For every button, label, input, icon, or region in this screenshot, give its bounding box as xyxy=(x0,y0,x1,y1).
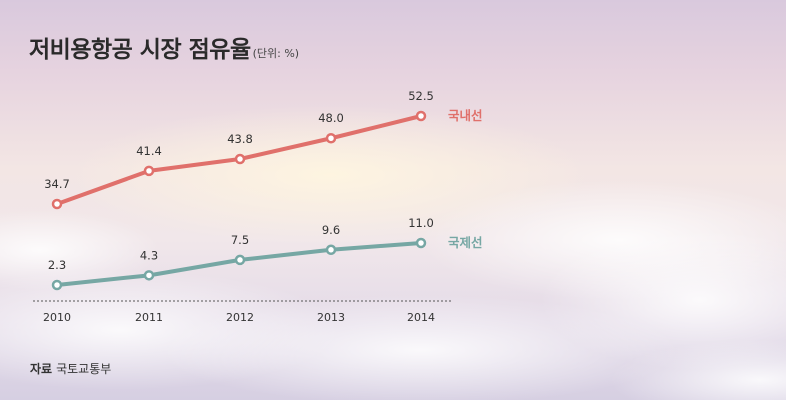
data-label: 9.6 xyxy=(322,223,340,237)
chart-title: 저비용항공 시장 점유율 xyxy=(29,37,251,63)
data-label: 2.3 xyxy=(48,258,66,272)
x-tick-label: 2010 xyxy=(43,311,71,324)
data-point xyxy=(51,198,63,210)
data-point xyxy=(325,244,337,256)
x-tick-label: 2012 xyxy=(226,311,254,324)
chart-unit: (단위: %) xyxy=(252,47,300,60)
series-name-label: 국제선 xyxy=(448,235,483,250)
data-label: 11.0 xyxy=(408,216,434,230)
chart-header: 저비용항공 시장 점유율 (단위: %) xyxy=(29,30,299,64)
source-note: 자료 국토교통부 xyxy=(30,360,111,377)
data-point xyxy=(415,110,427,122)
data-label: 48.0 xyxy=(318,111,344,125)
data-label: 7.5 xyxy=(231,233,249,247)
data-point xyxy=(234,153,246,165)
data-point xyxy=(143,165,155,177)
source-label: 자료 xyxy=(30,362,53,376)
data-label: 43.8 xyxy=(227,132,253,146)
data-point xyxy=(234,254,246,266)
data-label: 34.7 xyxy=(44,177,70,191)
data-label: 4.3 xyxy=(140,248,158,262)
data-point xyxy=(51,279,63,291)
x-tick-label: 2011 xyxy=(135,311,163,324)
x-tick-label: 2014 xyxy=(407,311,435,324)
data-label: 52.5 xyxy=(408,89,434,103)
series-name-label: 국내선 xyxy=(448,108,483,123)
data-point xyxy=(415,237,427,249)
x-tick-label: 2013 xyxy=(317,311,345,324)
data-point xyxy=(325,132,337,144)
data-label: 41.4 xyxy=(136,144,162,158)
data-point xyxy=(143,270,155,281)
source-value: 국토교통부 xyxy=(56,362,112,376)
